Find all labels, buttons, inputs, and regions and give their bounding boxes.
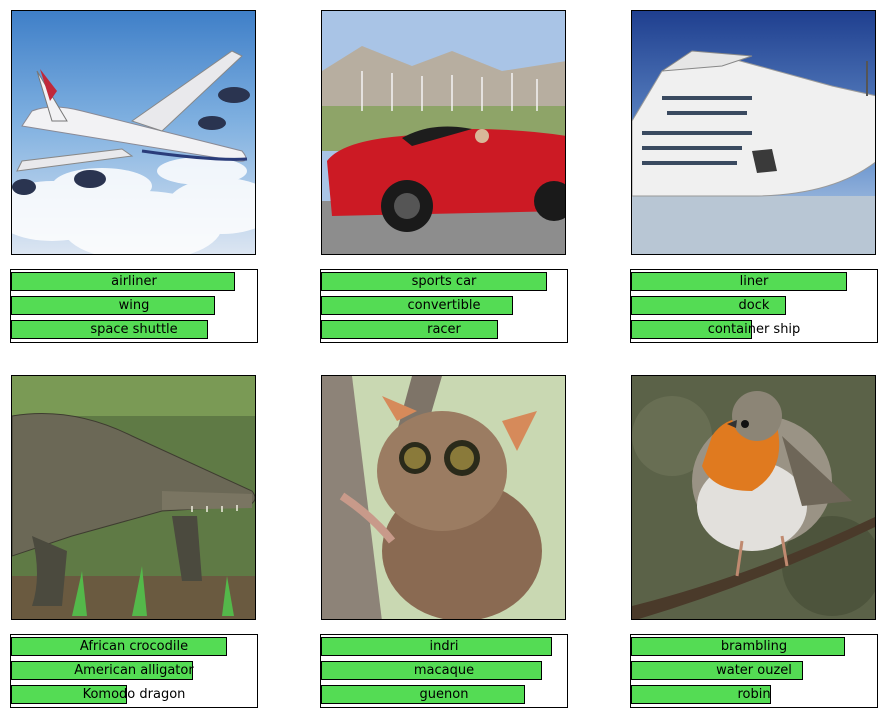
- sports-car-bar-chart: sports car convertible racer: [320, 269, 568, 343]
- liner-bar-chart: liner dock container ship: [630, 269, 878, 343]
- label-guenon: guenon: [419, 687, 469, 702]
- bar-african-crocodile: [11, 637, 227, 656]
- tarsier-bar-chart: indri macaque guenon: [320, 634, 568, 708]
- label-racer: racer: [427, 322, 461, 337]
- bar-indri: [321, 637, 552, 656]
- airliner-bar-chart: airliner wing space shuttle: [10, 269, 258, 343]
- label-indri: indri: [429, 639, 459, 654]
- label-macaque: macaque: [413, 663, 475, 678]
- label-sports-car: sports car: [411, 274, 477, 289]
- bar-sports-car: [321, 272, 547, 291]
- label-convertible: convertible: [407, 298, 481, 313]
- bar-water-ouzel: [631, 661, 803, 680]
- crocodile-bar-chart: African crocodile American alligator Kom…: [10, 634, 258, 708]
- label-dock: dock: [738, 298, 770, 313]
- bar-convertible: [321, 296, 513, 315]
- bar-liner: [631, 272, 847, 291]
- bar-brambling: [631, 637, 845, 656]
- label-space-shuttle: space shuttle: [90, 322, 178, 337]
- label-airliner: airliner: [111, 274, 157, 289]
- robin-image: [631, 375, 876, 620]
- label-water-ouzel: water ouzel: [716, 663, 792, 678]
- bar-komodo-dragon: [11, 685, 127, 704]
- label-komodo-dragon: Komodo dragon: [82, 687, 186, 702]
- bar-space-shuttle: [11, 320, 208, 339]
- bar-airliner: [11, 272, 235, 291]
- liner-image: [631, 10, 876, 255]
- label-robin: robin: [737, 687, 771, 702]
- airliner-image: [11, 10, 256, 255]
- crocodile-image: [11, 375, 256, 620]
- bar-container-ship: [631, 320, 752, 339]
- bar-guenon: [321, 685, 525, 704]
- bar-macaque: [321, 661, 542, 680]
- bar-american-alligator: [11, 661, 193, 680]
- bar-racer: [321, 320, 498, 339]
- bar-robin: [631, 685, 771, 704]
- tarsier-image: [321, 375, 566, 620]
- label-brambling: brambling: [720, 639, 788, 654]
- bar-dock: [631, 296, 786, 315]
- robin-bar-chart: brambling water ouzel robin: [630, 634, 878, 708]
- label-african-crocodile: African crocodile: [79, 639, 189, 654]
- label-wing: wing: [118, 298, 150, 313]
- bar-wing: [11, 296, 215, 315]
- label-container-ship: container ship: [707, 322, 801, 337]
- label-american-alligator: American alligator: [74, 663, 194, 678]
- label-liner: liner: [739, 274, 769, 289]
- sports-car-image: [321, 10, 566, 255]
